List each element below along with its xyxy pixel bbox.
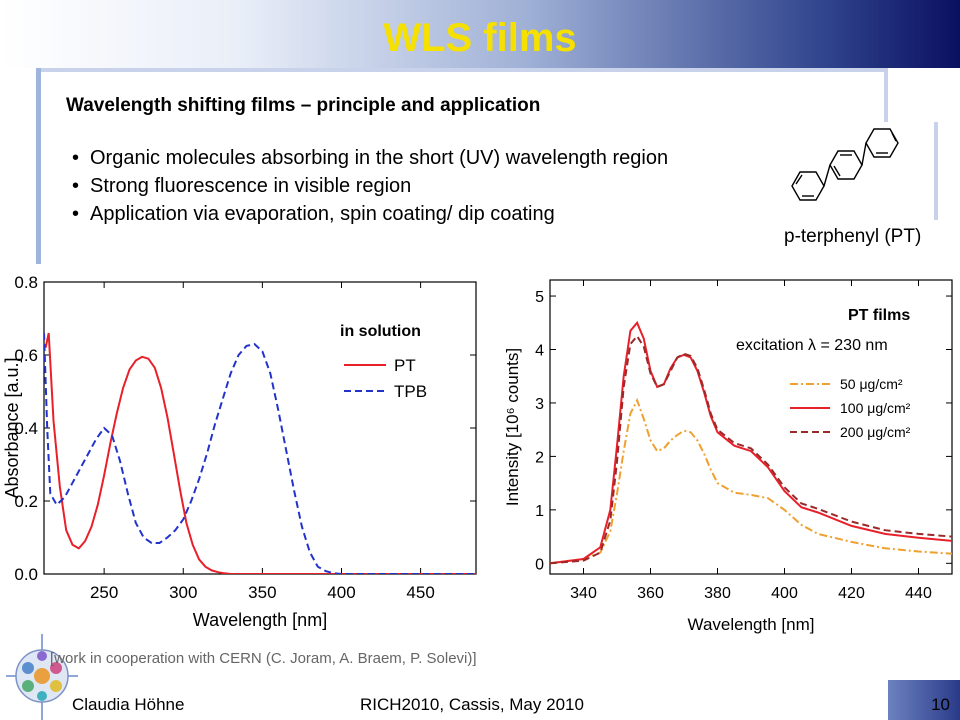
- plot-frame: [549, 279, 953, 575]
- x-tick-label: 360: [637, 585, 664, 602]
- legend-label: 50 μg/cm²: [840, 376, 903, 392]
- x-tick-label: 450: [406, 583, 434, 602]
- footer-author: Claudia Höhne: [72, 695, 185, 714]
- institute-logo-icon: [6, 634, 78, 720]
- x-axis-label: Wavelength [nm]: [193, 610, 327, 630]
- series-line-pt: [44, 332, 476, 574]
- title-bar: [0, 0, 960, 68]
- y-tick-label: 3: [535, 396, 544, 413]
- left-accent-bar: [36, 68, 41, 264]
- x-tick-label: 440: [905, 585, 932, 602]
- series-line-200-g-cm-: [550, 334, 952, 565]
- y-axis-label: Absorbance [a.u.]: [2, 357, 22, 498]
- legend-title: in solution: [340, 323, 421, 340]
- right-accent-bar: [884, 68, 888, 124]
- bullet-item: • Organic molecules absorbing in the shor…: [72, 147, 669, 169]
- y-tick-label: 0.2: [14, 492, 38, 511]
- annotation-title: PT films: [848, 307, 910, 324]
- footer-event: RICH2010, Cassis, May 2010: [360, 695, 584, 714]
- y-tick-label: 0.6: [14, 346, 38, 365]
- x-tick-label: 350: [248, 583, 276, 602]
- page-number-box: [888, 680, 960, 720]
- emission-chart-svg: 340 360 380 400 420 440 0 1 2 3 4 5 Wavelength [nm] I…: [503, 279, 953, 634]
- absorbance-chart: 250 300 350 400 450 0.0 0.2 0.4 0.6 0.8 Wavelength…: [0, 266, 488, 638]
- slide-title: WLS films: [383, 16, 577, 60]
- slide-subtitle: Wavelength shifting films – principle an…: [66, 95, 541, 116]
- y-tick-label: 0.4: [14, 419, 38, 438]
- x-tick-label: 250: [90, 583, 118, 602]
- legend-label: 100 μg/cm²: [840, 400, 911, 416]
- terphenyl-structure-icon: [791, 128, 899, 201]
- series-line-50-g-cm-: [550, 397, 952, 565]
- y-tick-label: 4: [535, 342, 544, 359]
- y-tick-label: 0.8: [14, 273, 38, 292]
- plot-frame: [43, 281, 477, 575]
- x-tick-label: 300: [169, 583, 197, 602]
- cooperation-note: [work in cooperation with CERN (C. Joram…: [50, 650, 477, 667]
- y-tick-label: 2: [535, 449, 544, 466]
- bullet-item: • Application via evaporation, spin coati…: [72, 203, 555, 225]
- bullet-list: • Organic molecules absorbing in the shor…: [72, 144, 668, 228]
- series-line-100-g-cm-: [550, 320, 952, 565]
- x-axis-label: Wavelength [nm]: [688, 615, 815, 634]
- y-tick-label: 0.0: [14, 565, 38, 584]
- legend-label: 200 μg/cm²: [840, 424, 911, 440]
- y-tick-label: 5: [535, 289, 544, 306]
- page-number: 10: [931, 695, 950, 714]
- y-tick-label: 1: [535, 503, 544, 520]
- emission-chart: 340 360 380 400 420 440 0 1 2 3 4 5 Wavelength [nm] I…: [500, 266, 960, 638]
- x-tick-label: 420: [838, 585, 865, 602]
- x-tick-label: 380: [704, 585, 731, 602]
- x-tick-label: 400: [771, 585, 798, 602]
- molecule-label: p-terphenyl (PT): [784, 226, 922, 247]
- y-axis-label: Intensity [10⁶ counts]: [503, 348, 522, 506]
- bullet-item: • Strong fluorescence in visible region: [72, 175, 412, 197]
- annotation-excitation: excitation λ = 230 nm: [736, 337, 888, 354]
- x-tick-label: 400: [327, 583, 355, 602]
- y-tick-label: 0: [535, 556, 544, 573]
- x-tick-label: 340: [570, 585, 597, 602]
- divider: [36, 68, 888, 72]
- legend-label: PT: [394, 356, 416, 375]
- series-line-tpb: [44, 333, 476, 574]
- molecule-structure: [786, 122, 938, 220]
- absorbance-chart-svg: 250 300 350 400 450 0.0 0.2 0.4 0.6 0.8 Wavelength…: [2, 273, 477, 630]
- legend-label: TPB: [394, 382, 427, 401]
